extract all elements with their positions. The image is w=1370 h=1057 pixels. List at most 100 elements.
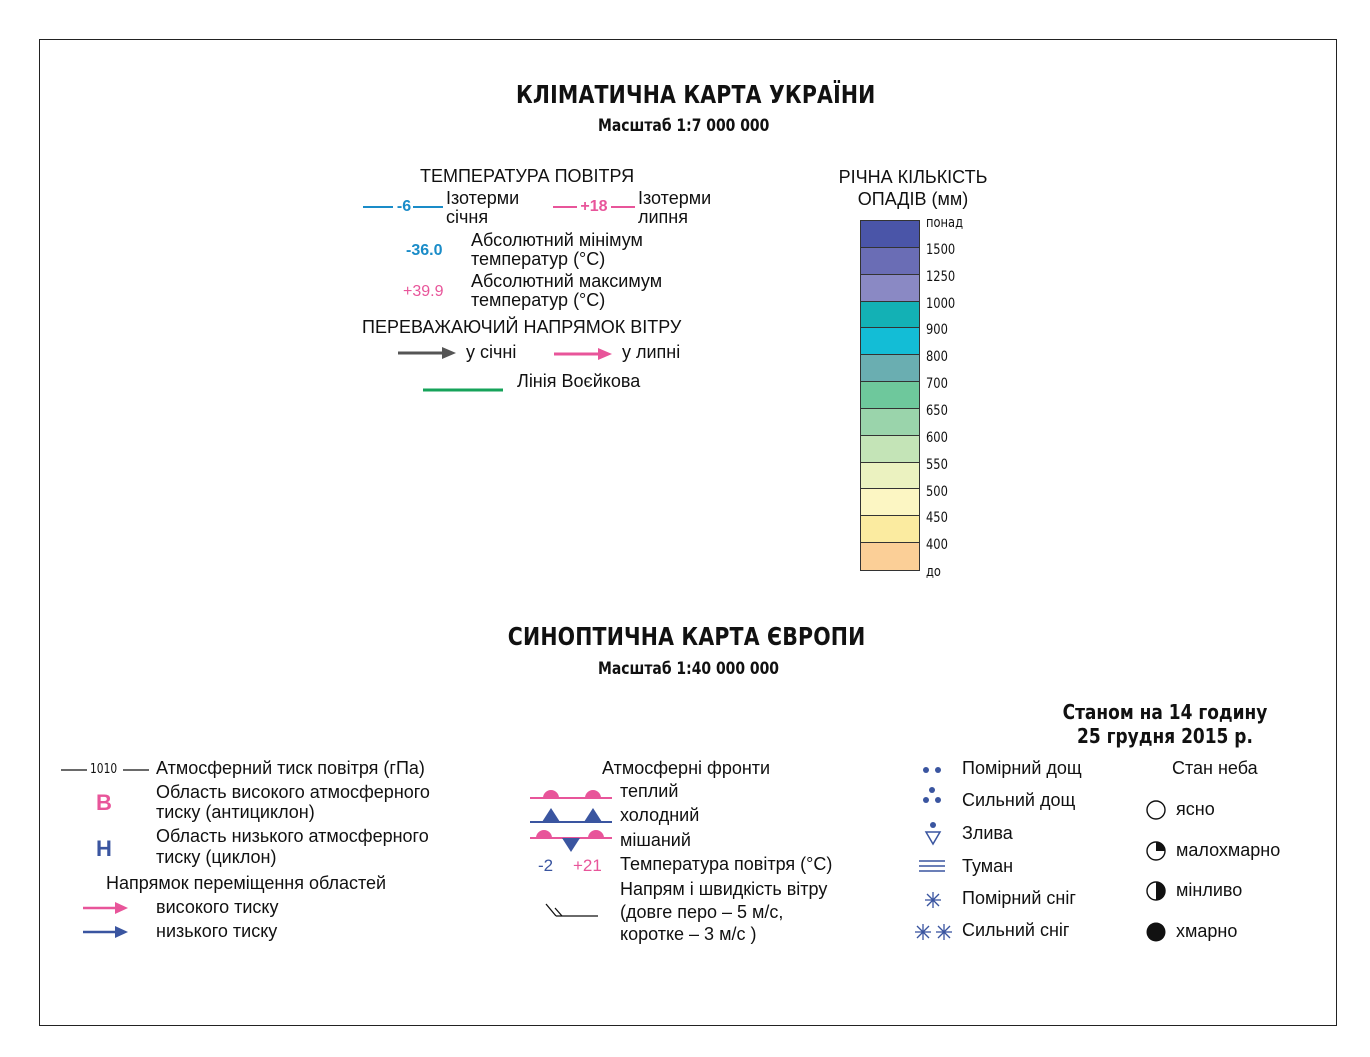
legend-frame xyxy=(39,39,1337,1026)
warm-front-label: теплий xyxy=(620,781,679,801)
cloudy-icon xyxy=(1145,921,1167,943)
precipitation-band xyxy=(861,221,919,248)
voeikov-line-label: Лінія Воєйкова xyxy=(517,371,641,391)
movement-heading: Напрямок переміщення областей xyxy=(106,873,387,893)
wind-label-3: коротке – 3 м/с ) xyxy=(620,924,757,944)
clear-sky-icon xyxy=(1145,799,1167,821)
fog-icon xyxy=(919,858,947,874)
low-pressure-symbol: Н xyxy=(96,836,112,861)
precipitation-band xyxy=(861,462,919,490)
precipitation-scale-label: 900 xyxy=(926,322,948,339)
moderate-rain-label: Помірний дощ xyxy=(962,758,1082,778)
wind-label-2: (довге перо – 5 м/с, xyxy=(620,902,784,922)
abs-min-label-2: температур (°С) xyxy=(471,249,606,269)
abs-min-value: -36.0 xyxy=(406,242,443,259)
precipitation-scale-label: 1250 xyxy=(926,268,956,285)
cold-front-symbol xyxy=(530,806,612,824)
precipitation-scale-label: 450 xyxy=(926,510,948,527)
july-isotherm-value: +18 xyxy=(580,198,608,215)
low-pressure-movement-label: низького тиску xyxy=(156,921,278,941)
precipitation-scale-label: 1500 xyxy=(926,241,956,258)
shower-label: Злива xyxy=(962,823,1013,843)
abs-max-label-2: температур (°С) xyxy=(471,290,606,310)
july-wind-arrow-icon xyxy=(554,347,614,361)
heavy-snow-icon xyxy=(913,922,955,942)
precipitation-scale-label: до xyxy=(926,564,941,581)
synoptic-map-scale: Масштаб 1:40 000 000 xyxy=(598,659,780,679)
wind-label-1: Напрям і швидкість вітру xyxy=(620,879,828,899)
precipitation-scale-label: 800 xyxy=(926,349,948,366)
abs-max-value: +39.9 xyxy=(403,283,444,300)
wind-barb-icon xyxy=(544,902,598,918)
january-isotherm-symbol xyxy=(363,196,443,218)
precipitation-heading-line-1: РІЧНА КІЛЬКІСТЬ xyxy=(838,167,988,187)
isobar-label: Атмосферний тиск повітря (гПа) xyxy=(156,758,425,778)
precipitation-band xyxy=(861,489,919,517)
low-pressure-label-2: тиску (циклон) xyxy=(156,847,277,867)
warm-front-symbol xyxy=(530,784,612,800)
high-pressure-movement-label: високого тиску xyxy=(156,897,279,917)
synoptic-date-line-1: Станом на 14 годину xyxy=(1062,700,1268,724)
heavy-rain-label: Сильний дощ xyxy=(962,790,1076,810)
partly-cloudy-label: малохмарно xyxy=(1176,840,1281,860)
july-wind-label: у липні xyxy=(622,342,681,362)
high-pressure-movement-arrow-icon xyxy=(83,901,129,915)
precipitation-scale-label: понад xyxy=(926,215,964,231)
precipitation-band xyxy=(861,328,919,356)
synoptic-map-title: СИНОПТИЧНА КАРТА ЄВРОПИ xyxy=(507,622,866,651)
abs-min-label-1: Абсолютний мінімум xyxy=(471,230,643,250)
temperature-heading: ТЕМПЕРАТУРА ПОВІТРЯ xyxy=(420,166,635,186)
precipitation-band xyxy=(861,408,919,436)
july-isotherm-label-2: липня xyxy=(638,207,688,227)
low-pressure-label-1: Область низького атмосферного xyxy=(156,826,429,846)
climate-map-scale: Масштаб 1:7 000 000 xyxy=(598,116,770,136)
precipitation-band xyxy=(861,247,919,275)
moderate-rain-icon xyxy=(920,762,946,778)
precipitation-heading-line-2: ОПАДІВ (мм) xyxy=(857,189,969,209)
low-pressure-movement-arrow-icon xyxy=(83,925,129,939)
abs-max-label-1: Абсолютний максимум xyxy=(471,271,663,291)
moderate-snow-label: Помірний сніг xyxy=(962,888,1076,908)
january-wind-label: у січні xyxy=(466,342,517,362)
high-pressure-label-1: Область високого атмосферного xyxy=(156,782,430,802)
cloudy-label: хмарно xyxy=(1176,921,1238,941)
fog-label: Туман xyxy=(962,856,1014,876)
january-wind-arrow-icon xyxy=(398,346,458,360)
clear-sky-label: ясно xyxy=(1176,799,1215,819)
mixed-front-symbol xyxy=(530,826,612,854)
precipitation-band xyxy=(861,543,919,570)
precipitation-band xyxy=(861,382,919,409)
precipitation-scale-label: 400 xyxy=(926,537,948,554)
precipitation-band xyxy=(861,301,919,329)
precipitation-band xyxy=(861,355,919,383)
precipitation-scale-label: 550 xyxy=(926,456,948,473)
cold-temperature-value: -2 xyxy=(538,856,554,875)
isobar-symbol xyxy=(61,762,149,778)
precipitation-scale-label: 1000 xyxy=(926,295,956,312)
variable-cloud-icon xyxy=(1145,880,1167,902)
precipitation-heading: РІЧНА КІЛЬКІСТЬ ОПАДІВ (мм) xyxy=(813,166,1013,210)
january-isotherm-label-2: січня xyxy=(446,207,489,227)
high-pressure-symbol: В xyxy=(96,790,112,815)
precipitation-scale-label: 700 xyxy=(926,376,948,393)
july-isotherm-symbol xyxy=(553,196,635,218)
heavy-snow-label: Сильний сніг xyxy=(962,920,1070,940)
temperature-label: Температура повітря (°С) xyxy=(620,854,833,874)
climate-map-title: КЛІМАТИЧНА КАРТА УКРАЇНИ xyxy=(516,80,876,109)
warm-temperature-value: +21 xyxy=(573,856,602,875)
precipitation-scale-label: 650 xyxy=(926,402,948,419)
precipitation-scale-labels: понад 1500 1250 1000 900 800 700 650 600 550 500 45… xyxy=(926,215,986,585)
voeikov-line-symbol xyxy=(423,379,503,392)
heavy-rain-icon xyxy=(920,785,946,811)
mixed-front-label: мішаний xyxy=(620,830,691,850)
synoptic-date-line-2: 25 грудня 2015 р. xyxy=(1077,724,1253,748)
partly-cloudy-icon xyxy=(1145,840,1167,862)
cold-front-label: холодний xyxy=(620,805,700,825)
moderate-snow-icon xyxy=(923,890,943,910)
precipitation-band xyxy=(861,516,919,544)
july-isotherm-label-1: Ізотерми xyxy=(638,188,712,208)
precipitation-scale-label: 600 xyxy=(926,429,948,446)
synoptic-date: Станом на 14 годину 25 грудня 2015 р. xyxy=(1055,700,1276,748)
variable-cloud-label: мінливо xyxy=(1176,880,1243,900)
precipitation-color-scale xyxy=(860,220,920,571)
